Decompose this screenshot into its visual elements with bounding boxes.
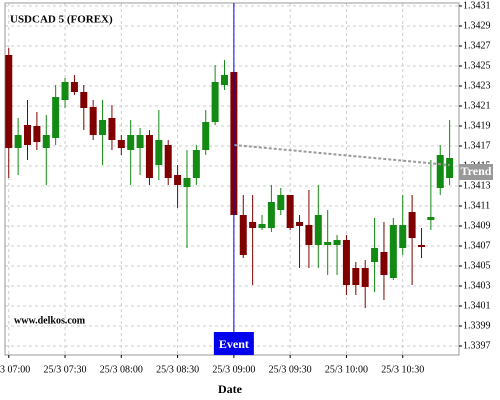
x-tick-label: 25/3 10:00: [325, 364, 368, 375]
candle-body: [361, 268, 369, 287]
y-tick-label: 1.3417: [463, 140, 491, 151]
x-tick-label: 25/3 09:00: [212, 364, 255, 375]
x-tick-label: 25/3 07:30: [44, 364, 87, 375]
candle-body: [342, 240, 350, 285]
trend-label-box: [459, 164, 493, 180]
candle-body: [89, 107, 97, 135]
x-tick-label: 25/3 08:00: [100, 364, 143, 375]
y-tick-label: 1.3405: [463, 260, 491, 271]
candle-body: [99, 120, 107, 135]
chart-title: USDCAD 5 (FOREX): [10, 14, 113, 26]
x-tick-label: 25/3 09:30: [269, 364, 312, 375]
candle-body: [389, 225, 397, 278]
candle-body: [258, 224, 266, 228]
candle-body: [61, 82, 69, 100]
candle-body: [108, 118, 116, 140]
candle-body: [371, 248, 379, 262]
candle-body: [305, 225, 313, 245]
candle-body: [277, 195, 285, 210]
candle-body: [42, 135, 50, 148]
candle-body: [174, 175, 182, 185]
candle-body: [33, 126, 41, 142]
y-tick-label: 1.3401: [463, 300, 491, 311]
candle-body: [5, 55, 13, 148]
trend-label: Trend: [461, 164, 492, 178]
candle-body: [427, 217, 435, 220]
candle-body: [14, 135, 22, 148]
y-tick-label: 1.3413: [463, 180, 491, 191]
trend-line: [233, 144, 450, 166]
candle-body: [211, 82, 219, 122]
y-tick-label: 1.3419: [463, 120, 491, 131]
candle-body: [127, 135, 135, 150]
candle-body: [417, 245, 425, 247]
watermark: www.delkos.com: [14, 315, 86, 326]
y-tick-label: 1.3411: [463, 200, 490, 211]
candle-body: [183, 178, 191, 187]
candle-body: [155, 140, 163, 165]
candle-body: [52, 97, 60, 138]
x-tick-label: 25/3 08:30: [156, 364, 199, 375]
y-tick-label: 1.3407: [463, 240, 491, 251]
x-tick-label: 25/3 07:00: [0, 364, 30, 375]
candle-body: [399, 225, 407, 248]
candle-body: [446, 158, 454, 178]
candle-body: [436, 155, 444, 188]
y-tick-label: 1.3423: [463, 80, 491, 91]
x-axis-label: Date: [218, 382, 243, 396]
candle-body: [164, 145, 172, 178]
candle-body: [296, 222, 304, 226]
candle-body: [202, 122, 210, 150]
candle-body: [380, 252, 388, 275]
y-tick-label: 1.3399: [463, 320, 491, 331]
candle-body: [333, 240, 341, 245]
candle-body: [220, 75, 228, 85]
candle-body: [286, 195, 294, 228]
candle-body: [267, 202, 275, 228]
y-tick-label: 1.3425: [463, 60, 491, 71]
candle-body: [314, 215, 322, 245]
candle-body: [117, 140, 125, 148]
candle-body: [80, 92, 88, 108]
y-tick-label: 1.3409: [463, 220, 491, 231]
y-tick-label: 1.3403: [463, 280, 491, 291]
candle-body: [352, 268, 360, 285]
candle-body: [70, 82, 78, 92]
candle-body: [24, 125, 32, 145]
x-tick-label: 25/3 10:30: [381, 364, 424, 375]
candle-body: [408, 212, 416, 238]
event-label-box: [213, 332, 254, 355]
candle-body: [249, 222, 257, 228]
candle-body: [239, 215, 247, 255]
y-tick-label: 1.3427: [463, 40, 491, 51]
y-tick-label: 1.3429: [463, 20, 491, 31]
candle-body: [324, 242, 332, 245]
candle-body: [136, 135, 144, 148]
y-tick-label: 1.3397: [463, 340, 491, 351]
y-tick-label: 1.3421: [463, 100, 491, 111]
y-tick-label: 1.3431: [463, 0, 491, 11]
candle-body: [145, 135, 153, 178]
candle-body: [192, 150, 200, 178]
event-label: Event: [219, 337, 249, 351]
